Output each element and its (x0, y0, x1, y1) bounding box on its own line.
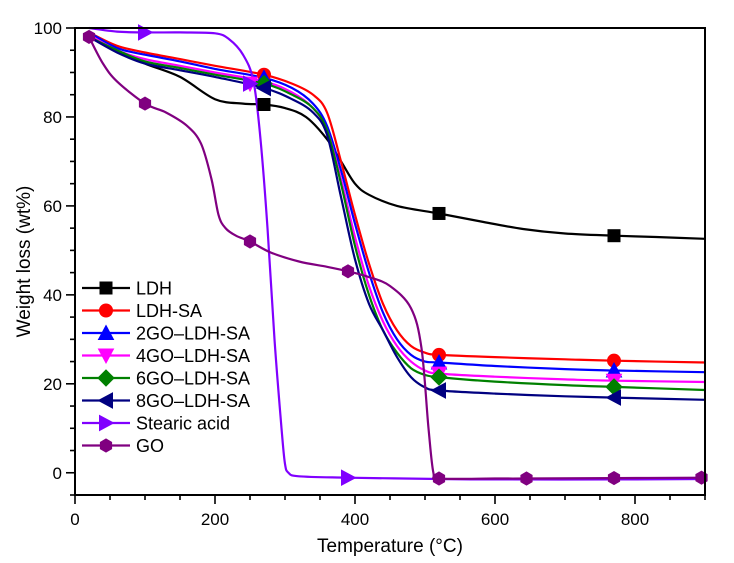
data-point-go (82, 29, 96, 44)
series-line-8go-ldh-sa (88, 35, 706, 401)
y-axis-title: Weight loss (wt%) (14, 186, 35, 338)
y-tick-label: 80 (43, 108, 62, 127)
data-point-ldh (432, 206, 446, 220)
legend-item-go: GO (82, 436, 164, 456)
data-point-go (341, 264, 355, 279)
axes (66, 27, 706, 504)
data-point-8go-ldh-sa (430, 382, 446, 399)
y-tick-label: 20 (43, 375, 62, 394)
data-point-8go-ldh-sa (605, 389, 621, 406)
legend-label: 6GO–LDH-SA (136, 369, 250, 389)
legend-label: LDH-SA (136, 301, 202, 321)
legend-item-8go-ldh-sa: 8GO–LDH-SA (82, 391, 250, 411)
data-point-go (138, 96, 152, 111)
y-tick-label: 100 (34, 19, 62, 38)
legend-marker-2go-ldh-sa (97, 324, 115, 340)
data-point-go (243, 234, 257, 249)
legend-marker-ldh-sa (99, 303, 113, 318)
legend-marker-6go-ldh-sa (97, 369, 115, 387)
data-point-ldh (607, 229, 621, 243)
legend-item-6go-ldh-sa: 6GO–LDH-SA (82, 369, 250, 389)
legend-marker-go (99, 438, 113, 453)
x-tick-labels: 0 200 400 600 800 (70, 510, 649, 529)
data-point-8go-ldh-sa (255, 79, 271, 97)
y-tick-label: 0 (53, 464, 62, 483)
x-tick-label: 800 (621, 510, 649, 529)
series-line-6go-ldh-sa (88, 35, 706, 392)
data-point-go (520, 471, 533, 486)
x-tick-label: 400 (341, 510, 369, 529)
x-axis-title: Temperature (°C) (317, 536, 463, 557)
x-tick-label: 0 (70, 510, 79, 529)
y-tick-label: 40 (43, 286, 62, 305)
data-point-stearic-acid (243, 75, 259, 92)
data-point-ldh (257, 97, 271, 111)
legend-item-ldh: LDH (82, 279, 172, 299)
legend-label: Stearic acid (136, 414, 230, 434)
legend-marker-stearic-acid (99, 414, 115, 432)
series-layer (88, 26, 706, 481)
x-tick-label: 600 (481, 510, 509, 529)
legend-marker-ldh (99, 281, 113, 295)
legend-label: 8GO–LDH-SA (136, 391, 250, 411)
series-line-ldh-sa (88, 31, 706, 364)
y-tick-label: 60 (43, 197, 62, 216)
legend-marker-4go-ldh-sa (97, 348, 115, 365)
legend-marker-8go-ldh-sa (97, 392, 113, 409)
data-point-go (607, 471, 621, 486)
series-line-stearic-acid (88, 26, 706, 481)
y-tick-labels: 0 20 40 60 80 100 (34, 19, 62, 483)
data-point-stearic-acid (341, 469, 357, 487)
legend-item-ldh-sa: LDH-SA (82, 301, 202, 321)
series-line-4go-ldh-sa (88, 33, 706, 384)
legend-item-4go-ldh-sa: 4GO–LDH-SA (82, 346, 250, 366)
legend-item-2go-ldh-sa: 2GO–LDH-SA (82, 324, 250, 344)
data-point-go (432, 471, 446, 486)
legend-label: GO (136, 436, 164, 456)
legend-label: 2GO–LDH-SA (136, 324, 250, 344)
data-point-6go-ldh-sa (430, 368, 448, 386)
series-line-2go-ldh-sa (88, 31, 706, 374)
legend-label: LDH (136, 279, 172, 299)
x-tick-label: 200 (201, 510, 229, 529)
legend-label: 4GO–LDH-SA (136, 346, 250, 366)
legend-item-stearic-acid: Stearic acid (82, 414, 230, 434)
